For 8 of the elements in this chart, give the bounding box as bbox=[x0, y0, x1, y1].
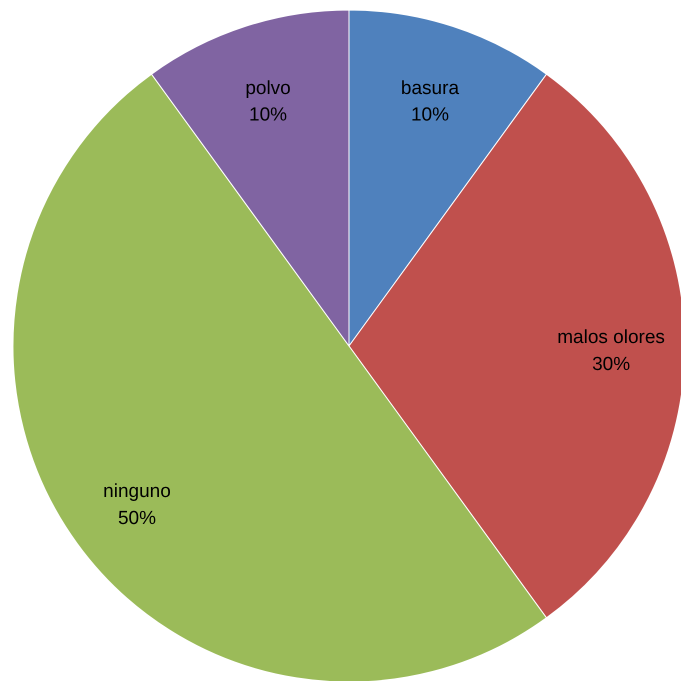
slice-label: malos olores bbox=[557, 327, 665, 348]
data-label: 50% bbox=[118, 508, 156, 529]
slice-label: basura bbox=[400, 78, 460, 99]
slice-label: ninguno bbox=[103, 481, 171, 502]
data-label: 30% bbox=[592, 354, 630, 375]
data-label: 10% bbox=[410, 104, 450, 126]
data-label: 10% bbox=[248, 104, 288, 126]
slice-label: polvo bbox=[245, 78, 291, 99]
